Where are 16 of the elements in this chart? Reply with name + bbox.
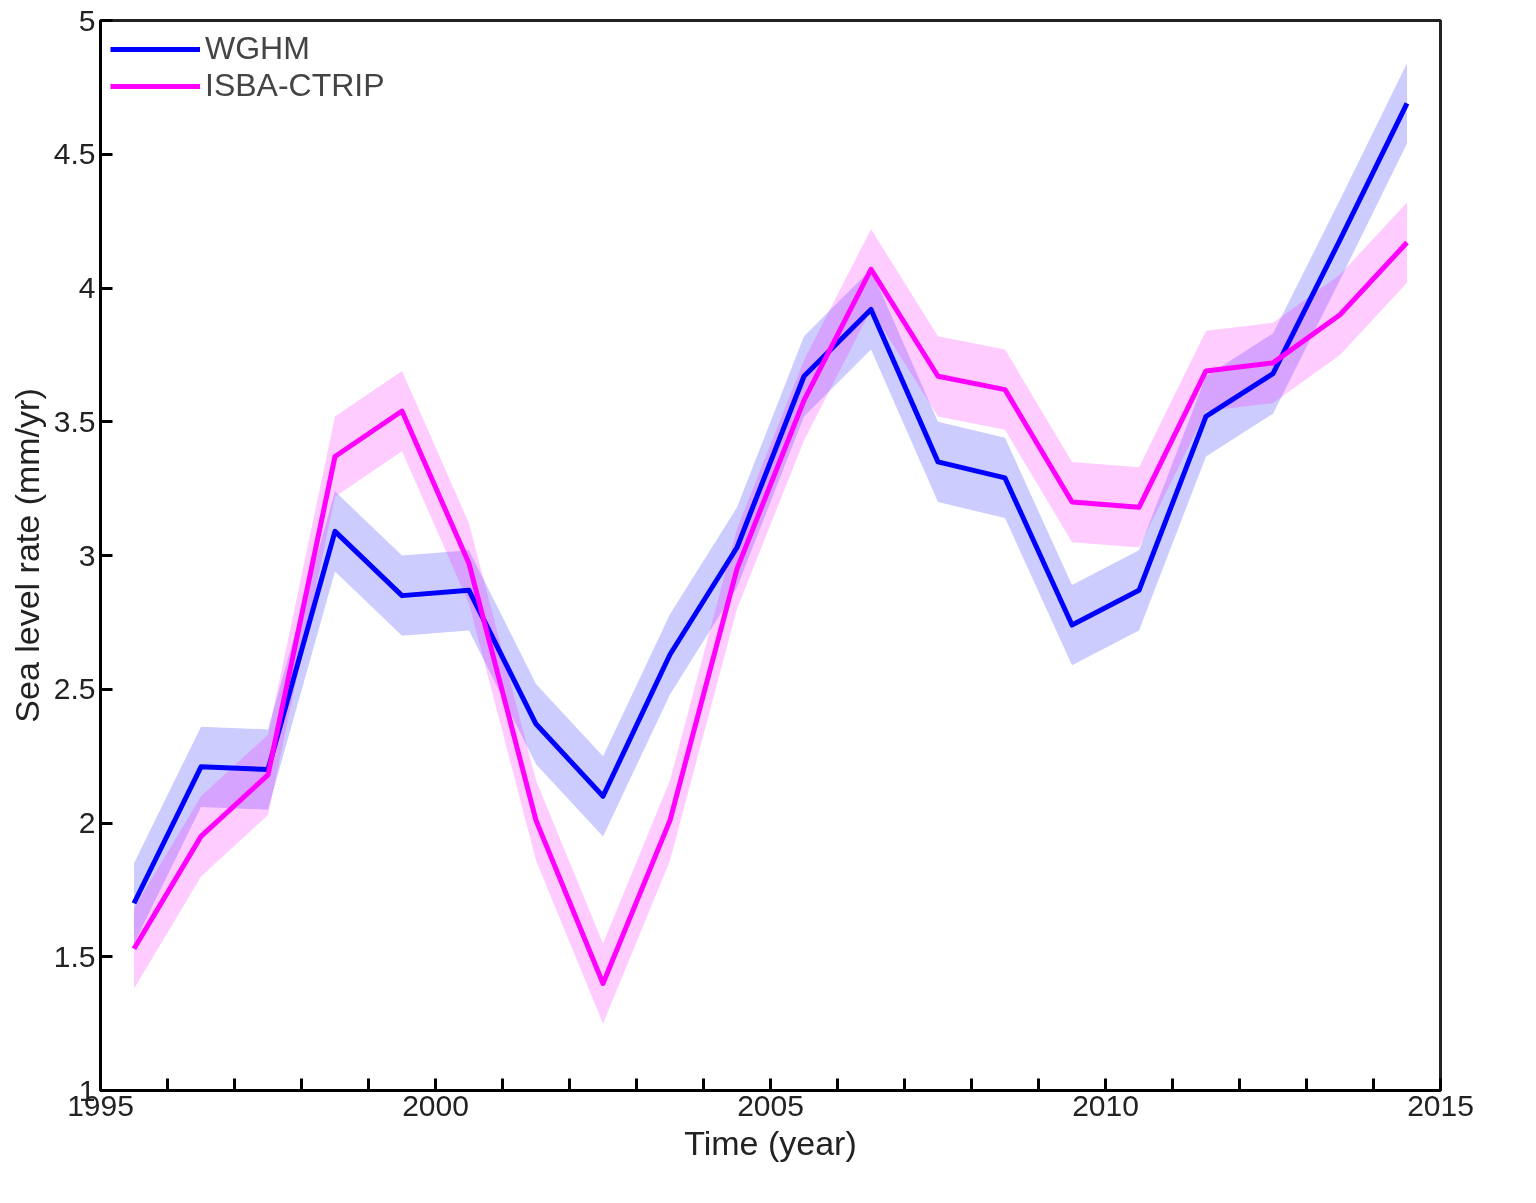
y-tick-label: 1.5 [53,939,96,973]
x-tick-label: 2005 [737,1088,804,1122]
legend-label: WGHM [205,30,310,67]
y-tick-label: 5 [78,3,96,37]
legend-label: ISBA-CTRIP [205,67,385,104]
y-tick-label: 4 [78,271,96,304]
x-tick-label: 2000 [402,1088,469,1122]
y-tick-label: 2 [78,806,96,839]
y-tick-label: 3 [78,538,96,572]
x-tick-label: 2015 [1407,1088,1474,1122]
x-tick-label: 2010 [1072,1088,1139,1122]
y-tick-label: 4.5 [53,137,96,171]
y-axis-title: Sea level rate (mm/yr) [7,388,46,723]
y-tick-label: 2.5 [53,672,96,706]
y-tick-label: 3.5 [53,404,96,438]
x-axis-title: Time (year) [684,1123,857,1162]
